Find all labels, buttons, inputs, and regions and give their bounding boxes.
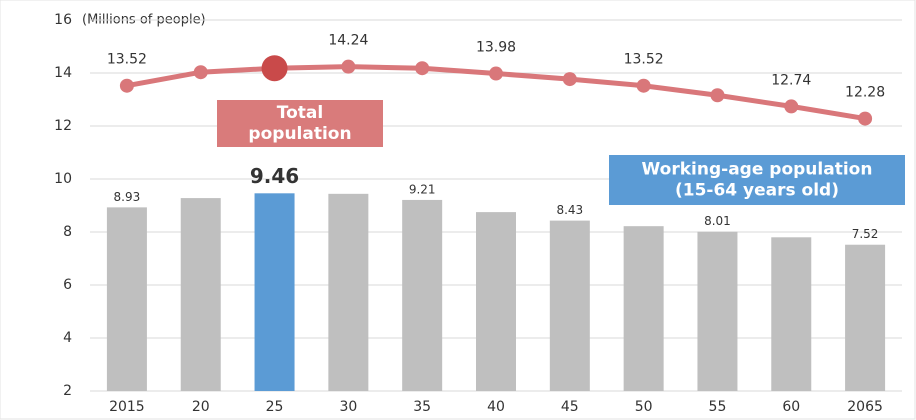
- bar: [476, 212, 516, 391]
- annotation-text: population: [248, 124, 351, 144]
- marker: [784, 99, 799, 114]
- x-tick-label: 30: [339, 399, 357, 415]
- data-label: 13.52: [107, 52, 147, 68]
- data-label: 13.98: [476, 40, 516, 56]
- annotation-box: [609, 155, 905, 205]
- y-tick-label: 16: [54, 12, 72, 28]
- y-tick-label: 10: [54, 171, 72, 187]
- annotation-box: [217, 100, 383, 147]
- data-label: 8.01: [704, 214, 731, 228]
- y-tick-label: 14: [54, 65, 72, 81]
- data-label: 14.24: [328, 33, 368, 49]
- annotation-text: (15-64 years old): [675, 181, 839, 201]
- annotation-text: Total: [277, 103, 323, 123]
- marker: [193, 65, 208, 80]
- x-tick-label: 40: [487, 399, 505, 415]
- data-label: 12.74: [771, 72, 811, 88]
- bar: [402, 199, 443, 391]
- marker: [636, 78, 651, 93]
- data-label: 8.93: [114, 190, 141, 204]
- x-tick-label: 55: [709, 399, 727, 415]
- data-label: 9.21: [409, 182, 436, 196]
- highlight-label: 9.46: [250, 164, 299, 188]
- bar: [106, 207, 147, 391]
- data-label: 13.52: [624, 52, 664, 68]
- bar: [180, 198, 221, 391]
- bar: [549, 220, 590, 391]
- data-label: 12.28: [845, 85, 885, 101]
- x-tick-label: 2015: [109, 399, 145, 415]
- bar: [845, 244, 886, 391]
- bar: [697, 231, 738, 391]
- marker: [489, 66, 503, 81]
- y-tick-label: 8: [63, 224, 72, 240]
- x-tick-label: 25: [266, 399, 284, 415]
- annotation-text: Working-age population: [642, 160, 873, 180]
- marker: [562, 72, 577, 87]
- x-tick-label: 45: [561, 399, 579, 415]
- bar: [771, 237, 812, 391]
- x-tick-label: 2065: [847, 399, 883, 415]
- y-tick-label: 4: [63, 330, 72, 346]
- marker: [415, 61, 430, 76]
- bar: [254, 193, 295, 391]
- x-tick-label: 60: [782, 399, 800, 415]
- marker: [341, 59, 356, 74]
- data-label: 8.43: [556, 203, 583, 217]
- bar: [328, 193, 369, 391]
- marker: [858, 111, 873, 126]
- marker: [261, 55, 288, 82]
- x-tick-label: 20: [192, 399, 210, 415]
- data-label: 7.52: [852, 227, 879, 241]
- y-tick-label: 12: [54, 118, 72, 134]
- y-tick-label: 6: [63, 277, 72, 293]
- bar: [623, 226, 664, 391]
- x-tick-label: 50: [635, 399, 653, 415]
- y-tick-label: 2: [63, 383, 72, 399]
- marker: [119, 78, 134, 93]
- annotation: Working-age population(15-64 years old): [609, 155, 905, 205]
- marker: [710, 88, 725, 103]
- x-tick-label: 35: [413, 399, 431, 415]
